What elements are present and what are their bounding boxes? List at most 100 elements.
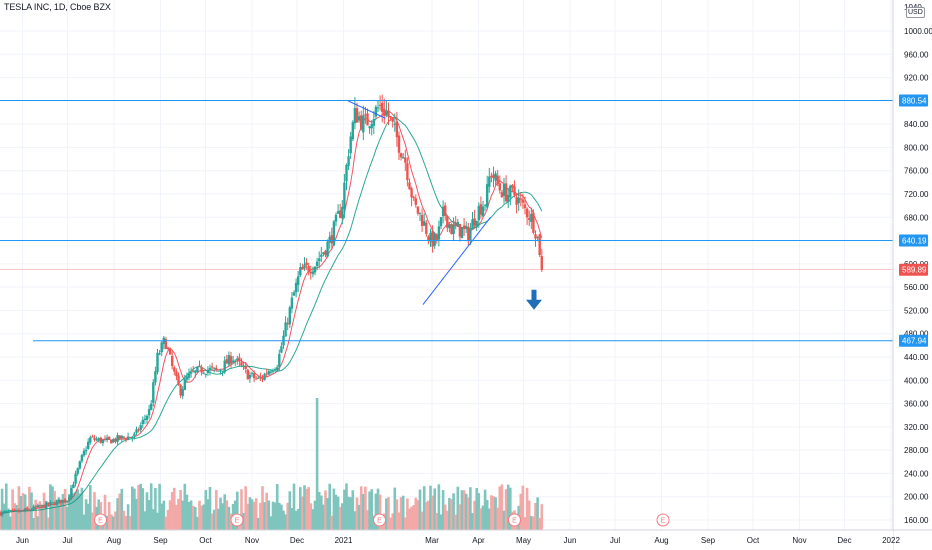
earnings-label: E	[377, 518, 382, 525]
candle	[284, 316, 287, 337]
candle-body	[242, 366, 245, 368]
price-tick-label: 320.00	[904, 423, 929, 432]
candle	[135, 426, 138, 436]
volume-bar	[343, 489, 346, 530]
candle	[498, 175, 501, 194]
candle	[208, 364, 212, 376]
volume-bar	[236, 491, 239, 530]
candle-body	[240, 362, 243, 366]
candle	[42, 504, 46, 508]
candle-body	[198, 365, 201, 367]
candle	[78, 460, 81, 470]
candle	[381, 94, 384, 123]
volume-bars	[0, 398, 544, 530]
price-badge-bg	[899, 234, 928, 247]
candle-body	[7, 511, 10, 513]
candle-body	[414, 198, 417, 205]
candle	[189, 367, 193, 378]
volume-bar	[217, 508, 220, 530]
candle-body	[133, 433, 136, 437]
volume-bar	[7, 508, 10, 530]
candle	[393, 113, 396, 132]
candle-body	[341, 206, 344, 219]
candle-body	[265, 373, 268, 375]
candle-body	[28, 509, 31, 511]
candle-body	[202, 372, 205, 374]
volume-bar	[164, 516, 168, 530]
candle-body	[523, 204, 527, 208]
candle-body	[156, 352, 159, 373]
candle	[5, 510, 8, 514]
candle	[423, 213, 426, 227]
candles	[0, 94, 543, 518]
volume-bar	[364, 486, 367, 530]
candle	[47, 502, 50, 507]
volume-bar	[504, 489, 508, 530]
volume-bar	[198, 500, 201, 530]
volume-bar	[53, 490, 56, 530]
volume-bar	[305, 488, 308, 530]
candle	[437, 220, 441, 247]
candle	[68, 494, 71, 503]
currency-badge[interactable]: USD	[906, 7, 925, 18]
earnings-label: E	[661, 518, 666, 525]
candle	[269, 369, 273, 375]
volume-bar	[273, 502, 277, 530]
candle-body	[324, 250, 327, 256]
time-tick-label: Jul	[610, 536, 620, 545]
candle-body	[141, 420, 144, 425]
candle-body	[122, 436, 126, 438]
candle-body	[389, 116, 392, 118]
candle-body	[477, 206, 480, 221]
candle-body	[84, 449, 88, 452]
volume-bar	[357, 504, 361, 530]
candle-body	[231, 360, 235, 363]
candle-body	[498, 183, 501, 191]
price-badge-bg	[899, 263, 928, 276]
candle-body	[257, 377, 260, 379]
candle	[19, 510, 23, 512]
volume-bar	[473, 500, 476, 530]
volume-bar	[196, 516, 199, 530]
candle-body	[24, 508, 27, 512]
candle-body	[330, 235, 333, 244]
volume-bar	[9, 516, 12, 530]
price-badge-label: 589.89	[902, 266, 927, 275]
candle	[36, 503, 39, 508]
candle-body	[486, 184, 489, 208]
trendline	[422, 216, 491, 305]
candle-body	[108, 436, 111, 439]
volume-bar	[80, 487, 84, 530]
candle	[288, 305, 291, 328]
candle	[418, 212, 422, 222]
candle-body	[425, 222, 428, 235]
volume-bar	[498, 486, 502, 530]
volume-bar	[154, 488, 157, 530]
volume-bar	[259, 502, 262, 530]
candle	[336, 204, 340, 214]
volume-bar	[204, 490, 208, 530]
candle-body	[206, 370, 210, 374]
candle	[496, 170, 499, 187]
candle-body	[32, 506, 35, 510]
candle	[192, 366, 195, 373]
candle	[391, 116, 394, 128]
candle-body	[145, 415, 149, 420]
volume-bar	[275, 484, 279, 530]
volume-bar	[263, 502, 266, 530]
volume-bar	[425, 502, 428, 530]
volume-bar	[149, 483, 153, 530]
candle	[93, 435, 96, 442]
volume-bar	[301, 496, 304, 530]
candle-body	[189, 371, 193, 374]
volume-bar	[139, 483, 142, 530]
candle	[76, 467, 79, 477]
candle	[236, 355, 239, 365]
candle	[486, 175, 489, 210]
candle-body	[305, 262, 308, 266]
volume-bar	[370, 489, 373, 530]
candle	[273, 367, 277, 372]
volume-bar	[244, 486, 247, 530]
volume-bar	[280, 504, 283, 530]
